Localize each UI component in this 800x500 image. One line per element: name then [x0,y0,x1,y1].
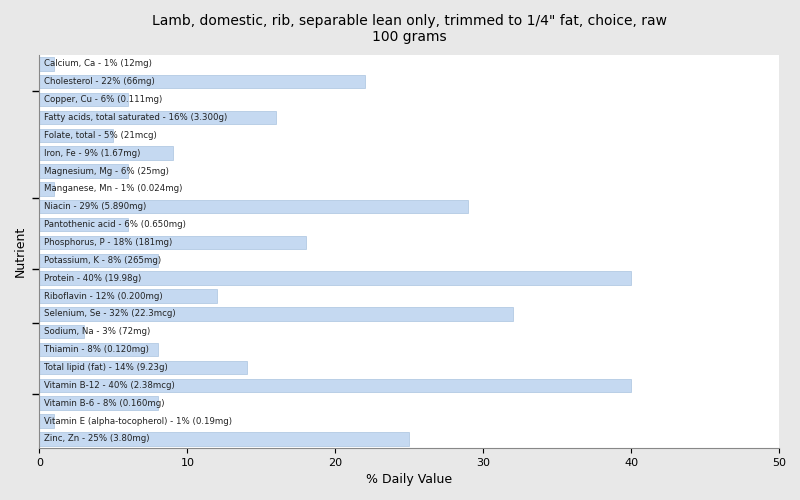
Text: Riboflavin - 12% (0.200mg): Riboflavin - 12% (0.200mg) [44,292,162,300]
Bar [39,182,54,196]
Text: Selenium, Se - 32% (22.3mcg): Selenium, Se - 32% (22.3mcg) [44,310,175,318]
Text: Magnesium, Mg - 6% (25mg): Magnesium, Mg - 6% (25mg) [44,166,169,175]
Bar [39,414,54,428]
Bar [39,361,246,374]
Text: Total lipid (fat) - 14% (9.23g): Total lipid (fat) - 14% (9.23g) [44,363,167,372]
Bar [39,396,158,410]
Bar [39,200,469,213]
Bar [39,75,365,88]
Bar [39,325,84,338]
Bar [39,343,158,356]
Bar [39,93,128,106]
Text: Vitamin E (alpha-tocopherol) - 1% (0.19mg): Vitamin E (alpha-tocopherol) - 1% (0.19m… [44,416,232,426]
Text: Calcium, Ca - 1% (12mg): Calcium, Ca - 1% (12mg) [44,60,152,68]
Text: Potassium, K - 8% (265mg): Potassium, K - 8% (265mg) [44,256,161,265]
Bar [39,146,173,160]
Text: Niacin - 29% (5.890mg): Niacin - 29% (5.890mg) [44,202,146,211]
Y-axis label: Nutrient: Nutrient [14,226,27,277]
Bar [39,111,276,124]
Text: Zinc, Zn - 25% (3.80mg): Zinc, Zn - 25% (3.80mg) [44,434,150,444]
Bar [39,236,306,249]
Text: Sodium, Na - 3% (72mg): Sodium, Na - 3% (72mg) [44,328,150,336]
Text: Iron, Fe - 9% (1.67mg): Iron, Fe - 9% (1.67mg) [44,148,140,158]
Text: Pantothenic acid - 6% (0.650mg): Pantothenic acid - 6% (0.650mg) [44,220,186,229]
Text: Folate, total - 5% (21mcg): Folate, total - 5% (21mcg) [44,131,157,140]
Bar [39,432,410,446]
Bar [39,164,128,177]
Bar [39,254,158,267]
Title: Lamb, domestic, rib, separable lean only, trimmed to 1/4" fat, choice, raw
100 g: Lamb, domestic, rib, separable lean only… [152,14,666,44]
Text: Protein - 40% (19.98g): Protein - 40% (19.98g) [44,274,141,282]
Bar [39,218,128,232]
Text: Fatty acids, total saturated - 16% (3.300g): Fatty acids, total saturated - 16% (3.30… [44,113,227,122]
Bar [39,290,217,302]
Text: Vitamin B-6 - 8% (0.160mg): Vitamin B-6 - 8% (0.160mg) [44,398,164,407]
X-axis label: % Daily Value: % Daily Value [366,473,452,486]
Bar [39,307,513,320]
Bar [39,378,631,392]
Text: Phosphorus, P - 18% (181mg): Phosphorus, P - 18% (181mg) [44,238,172,247]
Text: Vitamin B-12 - 40% (2.38mcg): Vitamin B-12 - 40% (2.38mcg) [44,381,174,390]
Bar [39,272,631,285]
Text: Manganese, Mn - 1% (0.024mg): Manganese, Mn - 1% (0.024mg) [44,184,182,194]
Text: Cholesterol - 22% (66mg): Cholesterol - 22% (66mg) [44,78,154,86]
Bar [39,57,54,70]
Bar [39,128,114,142]
Text: Copper, Cu - 6% (0.111mg): Copper, Cu - 6% (0.111mg) [44,95,162,104]
Text: Thiamin - 8% (0.120mg): Thiamin - 8% (0.120mg) [44,345,149,354]
